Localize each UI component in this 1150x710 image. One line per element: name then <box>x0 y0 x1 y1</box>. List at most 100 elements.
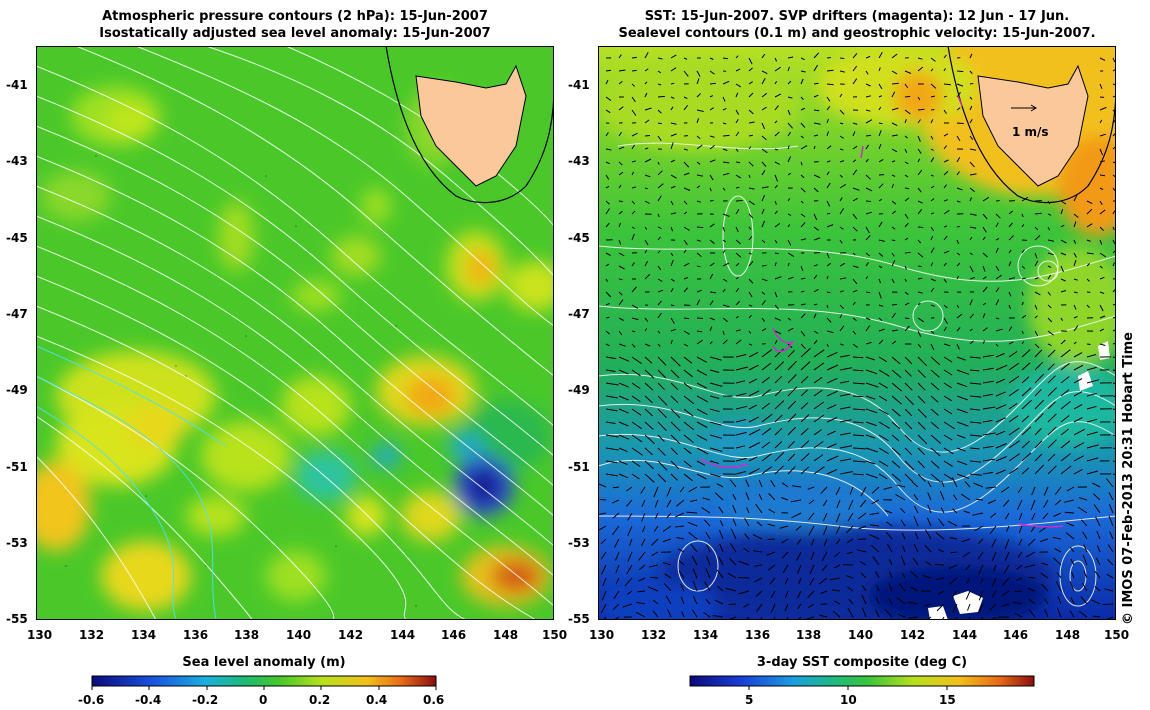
velocity-vector <box>787 109 791 116</box>
velocity-vector <box>761 161 767 167</box>
velocity-vector <box>1047 330 1054 336</box>
velocity-vector <box>1021 277 1026 280</box>
velocity-vector <box>813 226 819 231</box>
velocity-vector <box>956 225 961 228</box>
velocity-vector <box>930 109 935 111</box>
velocity-vector <box>917 239 922 244</box>
velocity-vector <box>800 427 809 436</box>
velocity-vector <box>883 486 893 490</box>
velocity-vector <box>995 247 999 254</box>
velocity-vector <box>956 239 960 244</box>
velocity-vector <box>822 499 828 507</box>
velocity-vector <box>969 395 982 398</box>
velocity-vector <box>722 161 730 164</box>
colorbar-tick: 0.4 <box>366 693 388 707</box>
velocity-vector <box>696 473 707 480</box>
velocity-vector <box>813 52 820 59</box>
velocity-vector <box>784 577 789 585</box>
velocity-vector <box>917 200 923 204</box>
y-tick: -55 <box>568 612 590 626</box>
velocity-vector <box>878 395 888 402</box>
velocity-vector <box>618 54 622 59</box>
velocity-vector <box>813 264 818 267</box>
velocity-vector <box>1112 395 1116 398</box>
velocity-vector <box>683 369 693 378</box>
velocity-vector <box>729 557 737 566</box>
velocity-vector <box>965 590 971 600</box>
velocity-vector <box>888 558 893 566</box>
velocity-vector <box>878 106 882 111</box>
velocity-vector <box>1014 590 1023 593</box>
velocity-vector <box>653 486 659 498</box>
velocity-vector <box>761 239 766 244</box>
velocity-vector <box>875 571 880 579</box>
velocity-vector <box>917 108 925 111</box>
velocity-vector <box>644 249 648 254</box>
velocity-vector <box>956 343 960 350</box>
velocity-vector <box>704 581 711 592</box>
velocity-vector <box>1008 362 1020 371</box>
velocity-vector <box>1021 452 1032 462</box>
velocity-vector <box>995 417 1007 423</box>
velocity-vector <box>735 457 747 462</box>
velocity-vector <box>618 210 623 215</box>
velocity-vector <box>696 109 704 112</box>
velocity-vector <box>683 161 690 168</box>
velocity-vector <box>823 538 828 546</box>
velocity-vector <box>969 369 980 372</box>
velocity-vector <box>670 278 675 282</box>
velocity-vector <box>683 330 690 335</box>
velocity-vector <box>810 551 815 561</box>
velocity-vector <box>716 569 724 579</box>
velocity-vector <box>891 226 896 230</box>
velocity-vector <box>1034 428 1042 436</box>
velocity-vector <box>768 508 776 514</box>
velocity-vector <box>865 226 870 234</box>
velocity-vector <box>644 273 651 280</box>
velocity-vector <box>690 499 698 502</box>
velocity-vector <box>735 262 740 267</box>
velocity-vector <box>631 262 635 267</box>
velocity-vector <box>1056 572 1062 579</box>
velocity-vector <box>895 493 906 501</box>
y-tick: -53 <box>6 536 28 550</box>
velocity-vector <box>943 278 947 283</box>
velocity-vector <box>836 499 841 509</box>
x-tick: 150 <box>542 628 568 642</box>
velocity-vector <box>982 471 994 475</box>
velocity-vector <box>878 143 882 150</box>
velocity-vector <box>800 376 809 384</box>
velocity-vector <box>1099 133 1107 137</box>
velocity-vector <box>800 277 806 280</box>
velocity-vector <box>649 576 659 579</box>
velocity-vector <box>839 277 847 280</box>
velocity-vector <box>670 133 677 137</box>
velocity-vector <box>792 485 802 488</box>
velocity-vector <box>748 146 752 150</box>
velocity-vector <box>599 498 607 501</box>
velocity-vector <box>960 493 971 501</box>
velocity-vector <box>930 473 941 483</box>
velocity-vector <box>1021 301 1024 306</box>
velocity-vector <box>807 590 815 599</box>
velocity-vector <box>1099 252 1106 258</box>
x-tick: 136 <box>183 628 209 642</box>
velocity-vector <box>761 349 773 358</box>
velocity-vector <box>969 382 982 385</box>
velocity-vector <box>746 507 750 514</box>
velocity-vector <box>891 303 898 306</box>
velocity-vector <box>782 564 789 574</box>
velocity-vector <box>1099 148 1104 156</box>
velocity-vector <box>696 356 707 363</box>
velocity-vector <box>900 508 906 514</box>
velocity-vector <box>904 174 909 178</box>
velocity-vector <box>670 473 678 481</box>
velocity-vector <box>839 262 846 267</box>
velocity-vector <box>1112 473 1116 476</box>
velocity-vector <box>1034 440 1043 449</box>
velocity-vector <box>1073 417 1083 423</box>
velocity-vector <box>748 92 754 98</box>
velocity-vector <box>748 291 753 298</box>
velocity-vector <box>930 68 934 72</box>
velocity-vector <box>852 395 864 398</box>
